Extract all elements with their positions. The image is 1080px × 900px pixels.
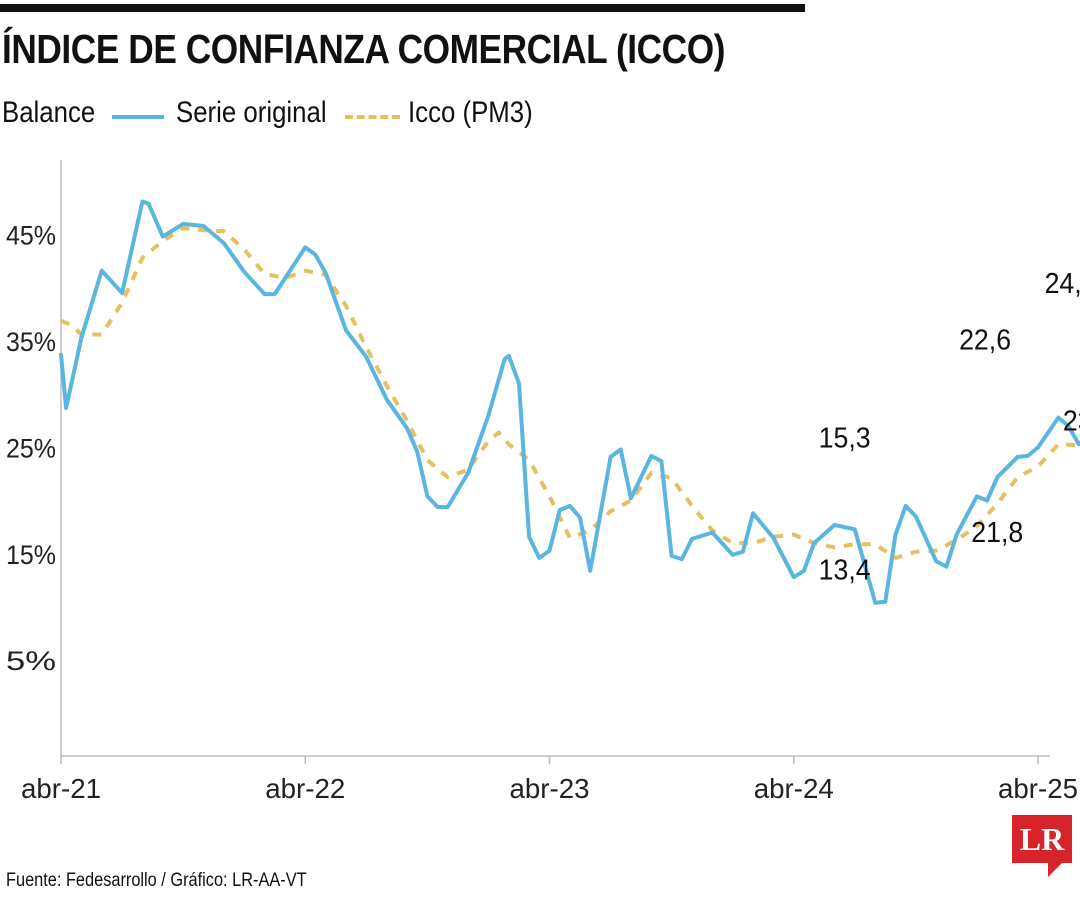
source-note: Fuente: Fedesarrollo / Gráfico: LR-AA-VT [6, 870, 307, 891]
x-tick-label: abr-25 [998, 773, 1078, 804]
legend-original-label: Serie original [176, 96, 327, 129]
y-tick-label: 35% [6, 327, 56, 357]
y-tick-label: 15% [6, 540, 56, 570]
legend-original-swatch [112, 115, 164, 119]
data-label: 24,9 [1045, 268, 1080, 300]
data-label: 13,4 [819, 554, 871, 586]
legend-unit-label: Balance [2, 96, 96, 129]
y-tick-label: 25% [6, 433, 56, 463]
y-tick-label: 45% [6, 221, 56, 251]
data-label: 21,8 [971, 517, 1023, 549]
x-tick-label: abr-24 [754, 773, 834, 804]
x-tick-label: abr-23 [510, 773, 590, 804]
data-label: 15,3 [819, 422, 871, 454]
series-original-line [59, 199, 1080, 605]
chart-title: ÍNDICE DE CONFIANZA COMERCIAL (ICCO) [2, 26, 726, 72]
chart-plot: 5% 15% 25% 35% 45% abr-21 abr-22 abr-23 abr-24 ab… [6, 160, 1080, 804]
lr-logo: LR [1012, 815, 1072, 877]
y-tick-label: 5% [6, 646, 56, 676]
legend-pm3-label: Icco (PM3) [408, 96, 533, 129]
data-label: 22,6 [959, 324, 1011, 356]
x-tick-label: abr-21 [21, 773, 101, 804]
legend-pm3-swatch [345, 115, 400, 119]
x-tick-label: abr-22 [265, 773, 345, 804]
title-rule [0, 4, 805, 12]
data-label: 23,7 [1063, 405, 1080, 437]
